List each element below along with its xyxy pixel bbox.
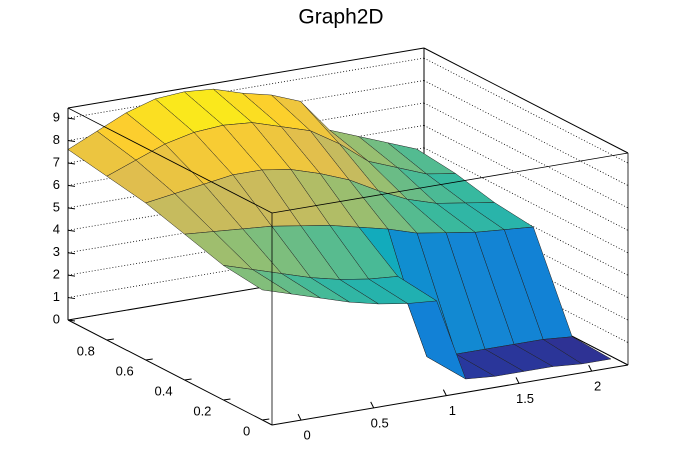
grid-line: [67, 57, 425, 119]
grid-line: [423, 57, 629, 164]
x-tick-label: 0.5: [371, 415, 389, 430]
grid-line: [423, 147, 629, 254]
y-tick: [262, 418, 270, 421]
z-tick-label: 7: [53, 154, 60, 169]
x-tick-label: 1.5: [516, 391, 534, 406]
z-tick: [67, 252, 76, 255]
grid-line: [423, 125, 629, 231]
y-axis: [67, 319, 273, 426]
grid-line: [423, 80, 629, 186]
z-tick: [67, 207, 76, 210]
z-tick: [67, 297, 76, 300]
x-axis: [271, 364, 629, 426]
z-tick: [67, 229, 76, 232]
y-tick-label: 0.6: [116, 363, 134, 378]
x-tick-label: 1: [449, 403, 456, 418]
z-tick-label: 8: [53, 132, 60, 147]
z-tick: [67, 319, 76, 322]
z-tick-label: 0: [53, 311, 60, 326]
z-tick-label: 1: [53, 289, 60, 304]
x-tick: [370, 401, 375, 409]
y-tick: [145, 358, 153, 361]
grid-line: [423, 102, 629, 209]
x-tick: [297, 413, 302, 421]
z-tick-label: 5: [53, 199, 60, 214]
y-tick-label: 0.4: [154, 383, 172, 398]
box-edge: [67, 47, 425, 109]
y-tick: [223, 398, 231, 401]
box-edge: [423, 47, 629, 154]
z-tick: [67, 184, 76, 187]
z-tick: [67, 162, 76, 165]
x-tick-label: 2: [594, 379, 601, 394]
x-tick-label: 0: [303, 428, 310, 443]
y-tick-label: 0: [243, 423, 250, 438]
y-tick-label: 0.2: [193, 403, 211, 418]
chart-title: Graph2D: [298, 6, 383, 29]
z-tick: [67, 117, 76, 120]
x-tick: [442, 389, 447, 396]
z-tick-label: 4: [53, 222, 60, 237]
y-tick-label: 0.8: [77, 343, 95, 358]
z-tick-label: 2: [53, 267, 60, 282]
y-tick: [106, 338, 114, 341]
z-tick: [67, 274, 76, 277]
z-tick-label: 3: [53, 244, 60, 259]
z-tick-label: 6: [53, 177, 60, 192]
x-tick: [588, 364, 593, 372]
y-tick: [184, 378, 192, 381]
x-tick: [515, 377, 520, 384]
box-edge: [67, 107, 273, 214]
z-tick-label: 9: [53, 110, 60, 125]
surface-cell: [223, 265, 292, 295]
box-edge: [271, 152, 629, 214]
z-tick: [67, 140, 76, 143]
